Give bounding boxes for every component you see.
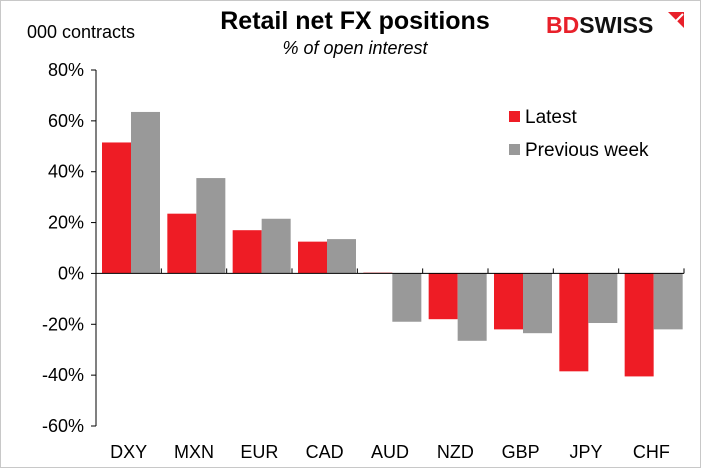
- brand-logo: BDSWISS: [546, 12, 684, 38]
- legend-label: Previous week: [525, 140, 649, 161]
- logo-bd-text: BD: [546, 12, 579, 38]
- bar-eur-latest: [232, 230, 262, 274]
- x-category-label: NZD: [437, 442, 474, 462]
- bar-gbp-previous: [523, 273, 552, 334]
- bar-dxy-latest: [102, 142, 131, 274]
- bar-aud-previous: [392, 273, 422, 322]
- y-tick-label: 0%: [58, 263, 84, 283]
- x-category-label: AUD: [371, 442, 409, 462]
- logo-wordmark: BDSWISS: [546, 12, 653, 38]
- y-tick-label: -60%: [42, 416, 84, 436]
- bar-nzd-previous: [457, 273, 487, 341]
- logo-arrow-icon: [668, 12, 684, 28]
- y-tick-label: -40%: [42, 365, 84, 385]
- bar-chf-previous: [653, 273, 683, 330]
- bar-jpy-latest: [559, 273, 589, 372]
- chart-subtitle: % of open interest: [282, 38, 428, 58]
- x-category-label: MXN: [174, 442, 214, 462]
- legend-swatch-latest: [509, 111, 520, 122]
- logo-swiss-text: SWISS: [579, 12, 653, 38]
- x-category-label: GBP: [502, 442, 540, 462]
- y-tick-label: 60%: [48, 111, 84, 131]
- x-category-label: CAD: [306, 442, 344, 462]
- bar-nzd-latest: [428, 273, 458, 320]
- plot-area: -60% -40% -20% 0% 20% 40% 60% 80% DXY MXN EUR CAD AU…: [42, 60, 685, 462]
- bar-eur-previous: [261, 218, 291, 274]
- y-tick-label: 20%: [48, 213, 84, 233]
- x-category-label: JPY: [569, 442, 602, 462]
- bar-gbp-latest: [494, 273, 523, 330]
- bar-chf-latest: [624, 273, 654, 377]
- bar-mxn-previous: [196, 178, 226, 274]
- y-tick-label: -20%: [42, 314, 84, 334]
- legend-swatch-previous: [509, 144, 520, 155]
- bar-cad-previous: [327, 239, 356, 274]
- bar-cad-latest: [298, 241, 327, 274]
- x-category-label: EUR: [240, 442, 278, 462]
- y-tick-label: 80%: [48, 60, 84, 80]
- x-category-label: CHF: [633, 442, 670, 462]
- legend-label: Latest: [525, 107, 577, 128]
- bar-jpy-previous: [588, 273, 618, 324]
- chart-title: Retail net FX positions: [220, 7, 489, 35]
- unit-label: 000 contracts: [27, 22, 135, 42]
- y-tick-label: 40%: [48, 162, 84, 182]
- bar-dxy-previous: [131, 111, 160, 274]
- bar-mxn-latest: [167, 213, 197, 274]
- x-category-label: DXY: [110, 442, 147, 462]
